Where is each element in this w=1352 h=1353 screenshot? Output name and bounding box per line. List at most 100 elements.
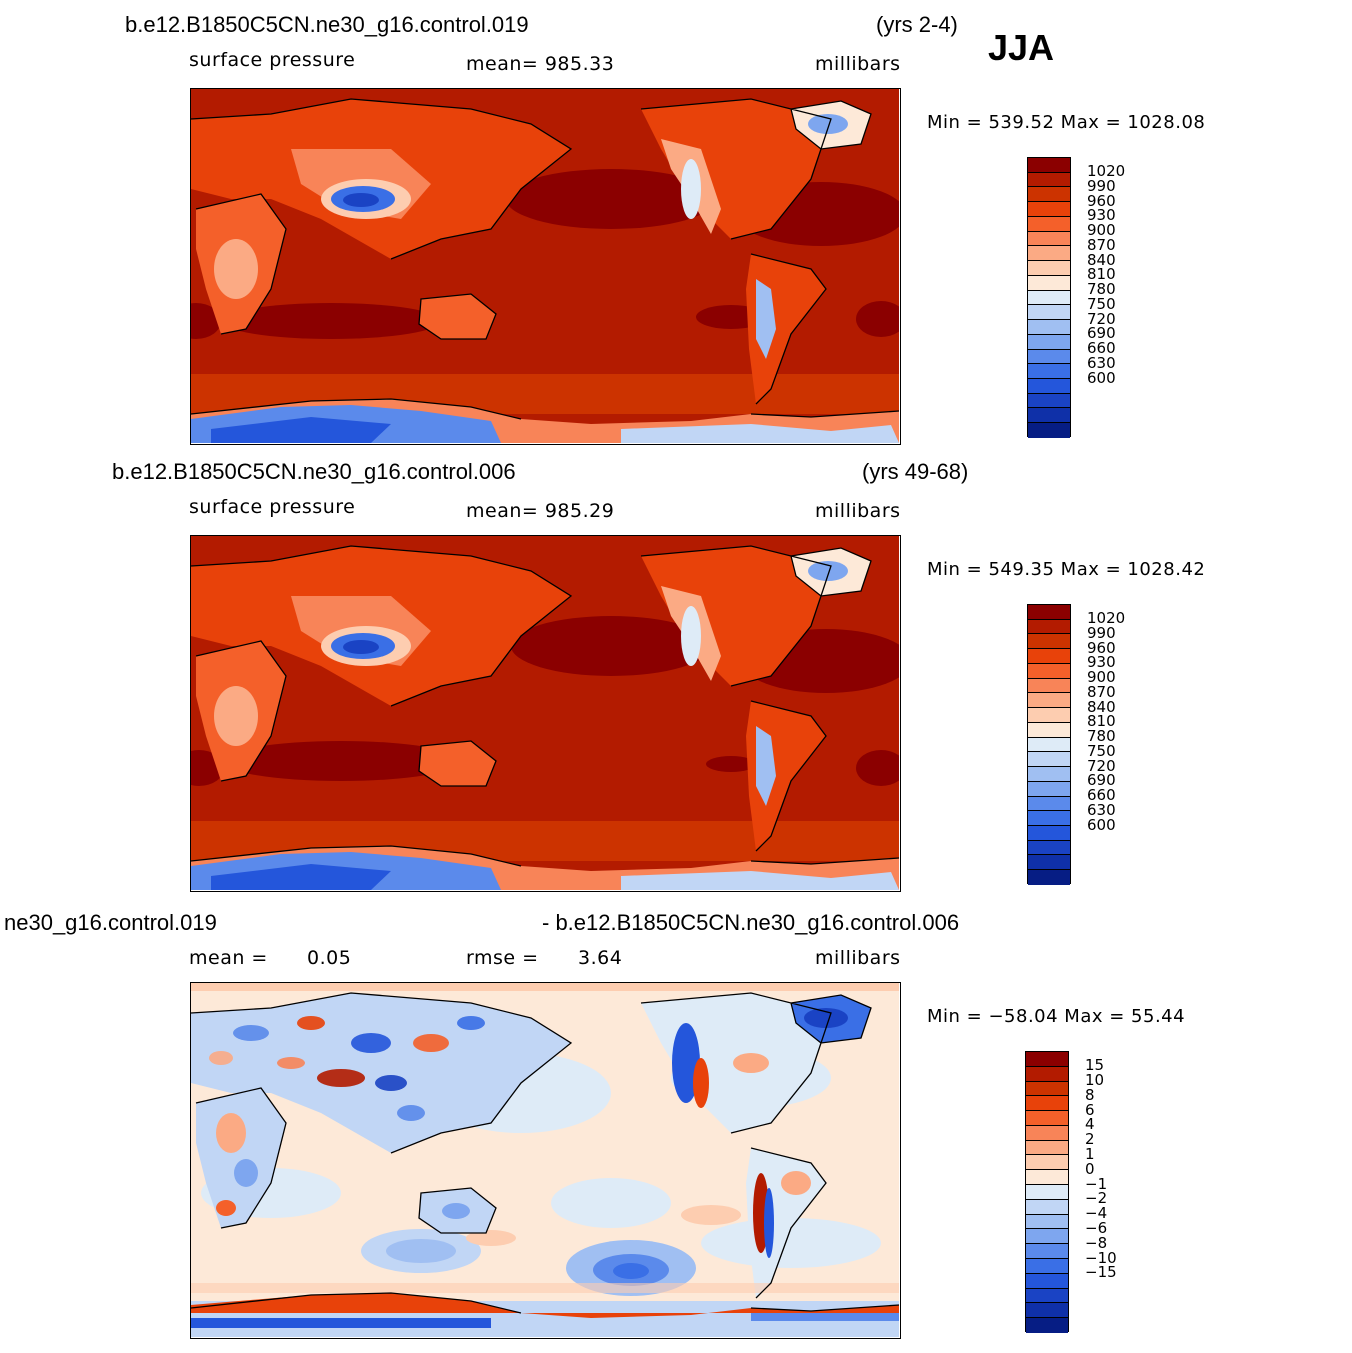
panel2-colorbar <box>1027 604 1071 885</box>
colorbar-tick-label: 690 <box>1087 771 1116 790</box>
colorbar-tick-label: 870 <box>1087 682 1116 701</box>
colorbar-swatch <box>1026 1052 1068 1067</box>
panel2-map-field <box>191 536 899 890</box>
colorbar-tick-label: −2 <box>1085 1189 1108 1208</box>
colorbar-swatch <box>1028 216 1070 232</box>
colorbar-tick-label: 900 <box>1087 221 1116 240</box>
colorbar-tick-label: 930 <box>1087 206 1116 225</box>
panel2-units: millibars <box>815 500 901 522</box>
colorbar-tick-label: 900 <box>1087 668 1116 687</box>
colorbar-tick-label: 780 <box>1087 727 1116 746</box>
colorbar-swatch <box>1028 423 1070 438</box>
colorbar-tick-label: 810 <box>1087 265 1116 284</box>
colorbar-swatch <box>1028 781 1070 797</box>
colorbar-swatch <box>1026 1066 1068 1082</box>
colorbar-swatch <box>1026 1140 1068 1156</box>
panel1-colorbar <box>1027 157 1071 438</box>
panel2-map <box>190 535 901 892</box>
colorbar-tick-label: 690 <box>1087 324 1116 343</box>
colorbar-tick-label: 960 <box>1087 191 1116 210</box>
colorbar-tick-label: −10 <box>1085 1248 1117 1267</box>
panel3-rmse-label: rmse = <box>466 947 539 969</box>
panel3-colorbar-labels: 15 10 8 6 4 2 1 0 −1 −2 −4 −6 −8 −10 −15 <box>1085 1051 1145 1332</box>
colorbar-tick-label: 720 <box>1087 756 1116 775</box>
colorbar-swatch <box>1028 261 1070 276</box>
colorbar-swatch <box>1026 1288 1068 1304</box>
panel1-map <box>190 88 901 445</box>
panel3-mean-label: mean = <box>189 947 268 969</box>
colorbar-tick-label: 750 <box>1087 294 1116 313</box>
panel3-map-field <box>191 983 899 1337</box>
colorbar-tick-label: 15 <box>1085 1056 1105 1075</box>
colorbar-swatch <box>1028 693 1070 709</box>
panel3-units: millibars <box>815 947 901 969</box>
colorbar-swatch <box>1026 1081 1068 1097</box>
colorbar-tick-label: 660 <box>1087 786 1116 805</box>
colorbar-swatch <box>1028 187 1070 203</box>
colorbar-tick-label: 8 <box>1085 1085 1095 1104</box>
panel3-map <box>190 982 901 1339</box>
colorbar-tick-label: −8 <box>1085 1233 1108 1252</box>
colorbar-swatch <box>1028 663 1070 679</box>
colorbar-tick-label: 990 <box>1087 176 1116 195</box>
colorbar-tick-label: 840 <box>1087 697 1116 716</box>
colorbar-tick-label: −15 <box>1085 1263 1117 1282</box>
colorbar-swatch <box>1026 1096 1068 1112</box>
panel1-colorbar-labels: 1020 990 960 930 900 870 840 810 780 750 720 690 660… <box>1087 157 1147 437</box>
colorbar-swatch <box>1028 634 1070 650</box>
panel1-variable: surface pressure <box>189 49 356 71</box>
colorbar-swatch <box>1028 619 1070 635</box>
colorbar-tick-label: 1020 <box>1087 162 1126 181</box>
colorbar-swatch <box>1028 172 1070 188</box>
colorbar-swatch <box>1026 1155 1068 1171</box>
season-label: JJA <box>988 27 1055 68</box>
panel1-units: millibars <box>815 53 901 75</box>
panel1-years: (yrs 2-4) <box>876 12 958 37</box>
colorbar-tick-label: 600 <box>1087 368 1116 387</box>
colorbar-tick-label: 750 <box>1087 741 1116 760</box>
panel1-map-field <box>191 89 899 443</box>
colorbar-tick-label: 630 <box>1087 353 1116 372</box>
colorbar-swatch <box>1026 1214 1068 1230</box>
colorbar-swatch <box>1026 1199 1068 1215</box>
colorbar-swatch <box>1028 826 1070 841</box>
colorbar-swatch <box>1028 796 1070 812</box>
colorbar-tick-label: 1 <box>1085 1145 1095 1164</box>
colorbar-swatch <box>1028 246 1070 262</box>
panel1-case-title: b.e12.B1850C5CN.ne30_g16.control.019 <box>125 12 529 37</box>
colorbar-swatch <box>1028 408 1070 424</box>
panel3-mean-value: 0.05 <box>307 947 352 969</box>
colorbar-tick-label: 630 <box>1087 800 1116 819</box>
colorbar-tick-label: 6 <box>1085 1100 1095 1119</box>
colorbar-tick-label: 1020 <box>1087 609 1126 628</box>
colorbar-swatch <box>1026 1185 1068 1200</box>
colorbar-swatch <box>1028 393 1070 409</box>
colorbar-swatch <box>1026 1318 1068 1333</box>
colorbar-swatch <box>1028 811 1070 827</box>
colorbar-tick-label: 990 <box>1087 623 1116 642</box>
colorbar-tick-label: 780 <box>1087 280 1116 299</box>
colorbar-tick-label: 870 <box>1087 235 1116 254</box>
panel2-years: (yrs 49-68) <box>862 459 969 484</box>
colorbar-swatch <box>1028 855 1070 871</box>
panel2-variable: surface pressure <box>189 496 356 518</box>
colorbar-swatch <box>1028 202 1070 217</box>
colorbar-swatch <box>1028 305 1070 321</box>
colorbar-swatch <box>1028 722 1070 738</box>
colorbar-swatch <box>1026 1303 1068 1319</box>
colorbar-swatch <box>1026 1244 1068 1259</box>
colorbar-swatch <box>1028 349 1070 365</box>
panel1-minmax: Min = 539.52 Max = 1028.08 <box>927 112 1206 133</box>
colorbar-swatch <box>1028 649 1070 664</box>
panel2-colorbar-labels: 1020 990 960 930 900 870 840 810 780 750 720 690 660… <box>1087 604 1147 884</box>
colorbar-swatch <box>1028 320 1070 335</box>
colorbar-swatch <box>1028 379 1070 394</box>
colorbar-swatch <box>1026 1258 1068 1274</box>
panel2-minmax: Min = 549.35 Max = 1028.42 <box>927 559 1206 580</box>
panel1-mean: mean= 985.33 <box>466 53 615 75</box>
panel3-colorbar <box>1025 1051 1069 1333</box>
colorbar-tick-label: 0 <box>1085 1159 1095 1178</box>
colorbar-swatch <box>1028 752 1070 768</box>
colorbar-swatch <box>1026 1125 1068 1141</box>
colorbar-swatch <box>1028 334 1070 350</box>
